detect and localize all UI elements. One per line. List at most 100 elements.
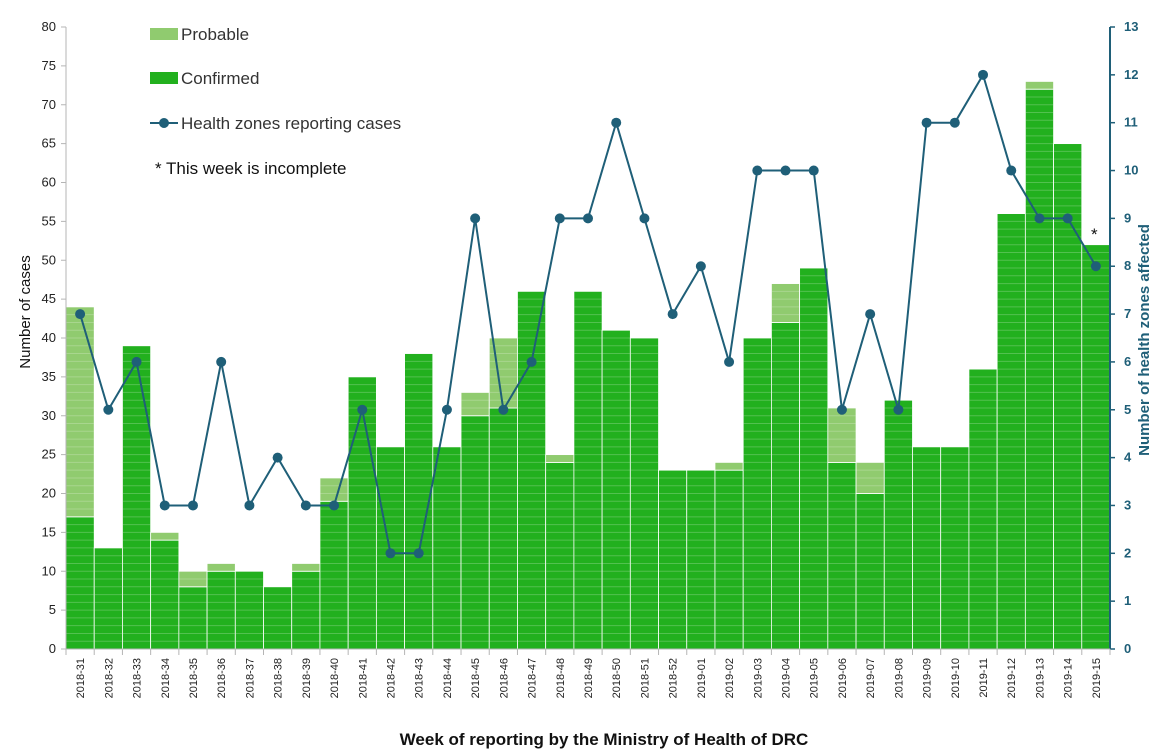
- health-zones-point: [1062, 213, 1073, 224]
- x-category-label: 2019-04: [781, 658, 793, 698]
- legend-health-zones-label: Health zones reporting cases: [181, 114, 401, 133]
- right-tick-label: 9: [1124, 210, 1131, 225]
- incomplete-week-asterisk: *: [1091, 225, 1098, 244]
- left-tick-label: 30: [42, 408, 56, 423]
- left-tick-label: 70: [42, 97, 56, 112]
- health-zones-point: [865, 309, 876, 320]
- legend-line-marker: [159, 118, 169, 128]
- confirmed-bar: [93, 547, 123, 650]
- x-axis-title: Week of reporting by the Ministry of Hea…: [400, 730, 809, 749]
- confirmed-bar: [460, 415, 490, 650]
- confirmed-bar: [122, 345, 152, 650]
- left-tick-label: 45: [42, 291, 56, 306]
- right-tick-label: 12: [1124, 67, 1138, 82]
- x-category-label: 2018-46: [498, 658, 510, 698]
- health-zones-point: [75, 309, 86, 320]
- health-zones-point: [216, 356, 227, 367]
- health-zones-point: [667, 309, 678, 320]
- x-category-label: 2019-08: [893, 658, 905, 698]
- bars-layer: [65, 81, 1111, 650]
- x-category-label: 2018-50: [611, 658, 623, 698]
- confirmed-bar: [65, 516, 95, 650]
- left-tick-label: 5: [49, 602, 56, 617]
- left-tick-label: 65: [42, 136, 56, 151]
- x-category-label: 2018-41: [357, 658, 369, 698]
- legend: Probable Confirmed Health zones reportin…: [150, 25, 401, 133]
- right-tick-label: 11: [1124, 115, 1138, 130]
- x-category-label: 2018-39: [301, 658, 313, 698]
- x-category-label: 2018-44: [442, 658, 454, 698]
- x-category-label: 2018-49: [583, 658, 595, 698]
- confirmed-bar: [178, 586, 208, 650]
- right-tick-label: 5: [1124, 402, 1131, 417]
- probable-bar: [545, 454, 575, 463]
- probable-bar: [65, 306, 95, 518]
- right-tick-label: 0: [1124, 641, 1131, 656]
- x-category-label: 2018-51: [639, 658, 651, 698]
- health-zones-point: [329, 500, 340, 511]
- probable-bar: [460, 392, 490, 417]
- probable-bar: [206, 563, 236, 572]
- x-category-label: 2018-32: [103, 658, 115, 698]
- x-axis: 2018-31 2018-32 2018-33 2018-34 2018-35 2018-…: [65, 648, 1111, 698]
- health-zones-point: [583, 213, 593, 224]
- confirmed-bar: [742, 337, 772, 650]
- x-category-label: 2019-07: [865, 658, 877, 698]
- right-tick-label: 10: [1124, 163, 1138, 178]
- left-tick-label: 50: [42, 252, 56, 267]
- legend-confirmed-swatch: [150, 72, 178, 84]
- x-category-label: 2019-10: [950, 658, 962, 698]
- incomplete-week-note: * This week is incomplete: [155, 159, 347, 178]
- health-zones-point: [159, 500, 170, 511]
- left-tick-label: 60: [42, 175, 56, 190]
- confirmed-bar: [573, 290, 603, 650]
- left-tick-label: 35: [42, 369, 56, 384]
- health-zones-point: [978, 69, 989, 80]
- confirmed-bar: [686, 469, 716, 650]
- right-tick-label: 2: [1124, 545, 1131, 560]
- confirmed-bar: [375, 446, 405, 650]
- health-zones-point: [1090, 261, 1101, 272]
- right-tick-label: 6: [1124, 354, 1131, 369]
- confirmed-bar: [488, 407, 518, 650]
- confirmed-bar: [291, 570, 321, 650]
- x-category-label: 2018-36: [216, 658, 228, 698]
- confirmed-bar: [347, 376, 377, 650]
- probable-bar: [771, 283, 801, 323]
- x-category-label: 2019-06: [837, 658, 849, 698]
- health-zones-point: [357, 404, 368, 415]
- left-tick-label: 10: [42, 563, 56, 578]
- health-zones-point: [244, 500, 255, 511]
- x-category-label: 2018-34: [160, 658, 172, 698]
- health-zones-point: [413, 548, 424, 559]
- confirmed-bar: [658, 469, 688, 650]
- legend-probable-swatch: [150, 28, 178, 40]
- probable-bar: [291, 563, 321, 572]
- right-tick-label: 3: [1124, 497, 1131, 512]
- confirmed-bar: [799, 267, 829, 650]
- line-layer: [75, 69, 1101, 559]
- health-zones-point: [131, 356, 142, 367]
- x-category-label: 2018-37: [244, 658, 256, 698]
- right-tick-label: 4: [1124, 450, 1132, 465]
- x-category-label: 2018-52: [668, 658, 680, 698]
- health-zones-point: [752, 165, 763, 176]
- y-axis-title: Number of cases: [17, 255, 34, 368]
- health-zones-point: [272, 452, 283, 463]
- health-zones-point: [526, 356, 537, 367]
- confirmed-bar: [601, 329, 631, 650]
- x-category-label: 2019-05: [809, 658, 821, 698]
- health-zones-point: [441, 404, 452, 415]
- right-tick-label: 8: [1124, 258, 1131, 273]
- case-stripes: [66, 88, 1110, 642]
- x-category-label: 2018-47: [527, 658, 539, 698]
- left-tick-label: 80: [42, 19, 56, 34]
- probable-bar: [319, 477, 349, 502]
- left-tick-label: 40: [42, 330, 56, 345]
- health-zones-point: [187, 500, 198, 511]
- health-zones-point: [498, 404, 509, 415]
- right-tick-label: 1: [1124, 593, 1131, 608]
- health-zones-point: [611, 117, 622, 128]
